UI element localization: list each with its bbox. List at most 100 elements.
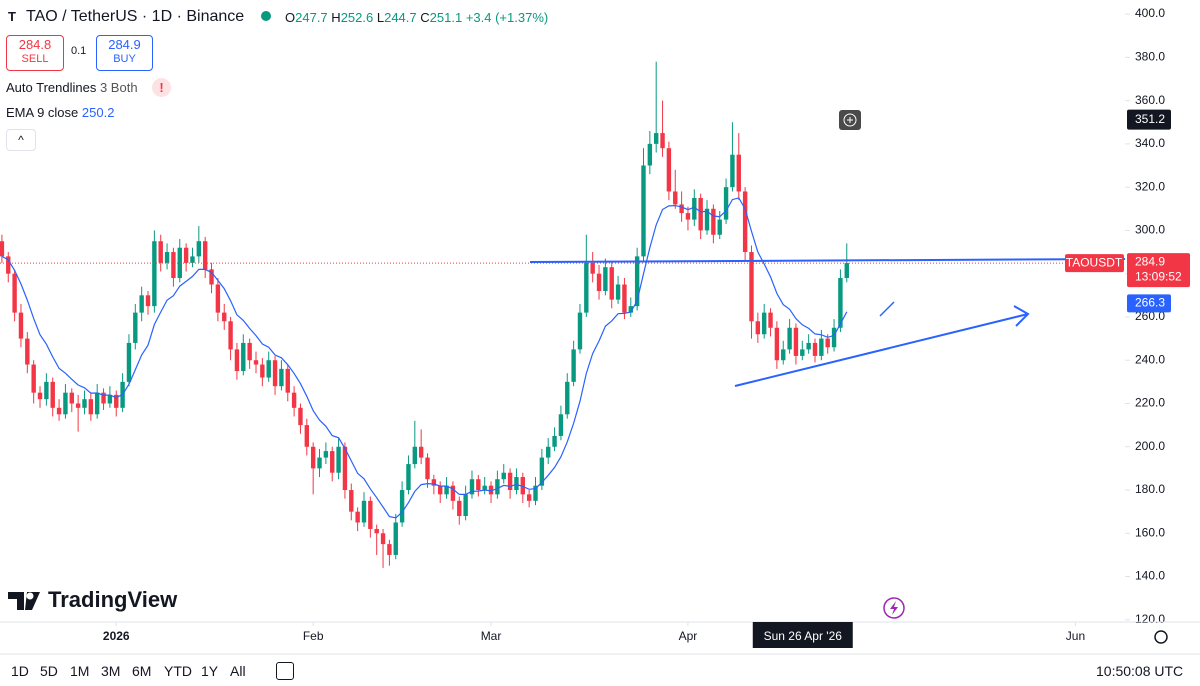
candle-body	[660, 133, 665, 149]
tv-logo	[8, 592, 40, 610]
warning-icon[interactable]: !	[152, 78, 171, 97]
candle-body	[755, 321, 761, 335]
candle-body	[698, 197, 703, 231]
trendlines-indicator: Auto Trendlines 3 Both	[6, 80, 138, 95]
change: +3.4 (+1.37%)	[465, 10, 549, 25]
range-button[interactable]: All	[230, 663, 246, 679]
crosshair-date: Sun 26 Apr '26	[764, 629, 843, 643]
candle-body	[469, 479, 475, 495]
sell-price: 284.8	[18, 37, 52, 52]
candle-body	[723, 187, 729, 220]
candle-body	[75, 403, 81, 408]
candle-body	[482, 485, 487, 491]
event-icon	[883, 597, 905, 619]
candle-body	[831, 327, 837, 348]
candle-body	[539, 457, 545, 486]
event-bolt	[890, 601, 898, 615]
l: 244.7	[384, 10, 417, 25]
add-icon	[843, 113, 857, 127]
candle-body	[361, 500, 367, 523]
ema-line	[1, 197, 848, 519]
candle-body	[330, 451, 335, 473]
symbol-icon: T	[8, 9, 16, 24]
candle-body	[711, 208, 716, 235]
y-tick-label: 300.0	[1135, 223, 1165, 237]
candle-body	[653, 133, 659, 144]
candle-body	[742, 191, 748, 253]
candle-body	[838, 278, 843, 328]
symbol-tag: TAOUSDT	[1066, 255, 1123, 269]
candle-body	[12, 273, 17, 313]
range-button[interactable]: 1D	[11, 663, 29, 679]
c-label: C	[420, 10, 430, 25]
candle-body	[69, 392, 74, 404]
last-price-box	[1127, 253, 1190, 288]
candle-body	[6, 256, 11, 274]
o-label: O	[285, 10, 296, 25]
candle-body	[641, 165, 646, 257]
range-button[interactable]: 5D	[40, 663, 58, 679]
candle-body	[368, 500, 373, 529]
range-button[interactable]: 3M	[101, 663, 121, 679]
y-tick-label: 360.0	[1135, 93, 1165, 107]
range-button[interactable]: 1Y	[201, 663, 219, 679]
calendar-icon[interactable]	[276, 662, 294, 680]
candle-body	[425, 457, 430, 480]
candle-body	[56, 407, 62, 415]
trendlines-params: 3 Both	[99, 80, 138, 95]
candle-body	[171, 252, 176, 279]
candle-body	[444, 485, 449, 495]
collapse-button[interactable]: ^	[6, 129, 36, 151]
y-tick-label: 260.0	[1135, 309, 1165, 323]
candle-body	[526, 494, 532, 501]
y-tick-label: 120.0	[1135, 612, 1165, 626]
candle-body	[241, 342, 246, 372]
crosshair-date-box	[752, 622, 853, 648]
candle-body	[520, 477, 525, 495]
candle-body	[152, 241, 157, 307]
ohlc-legend: O247.7 H252.6 L244.7 C251.1 +3.4 (+1.37%…	[285, 10, 548, 25]
candle-body	[768, 312, 773, 328]
candle-body	[285, 368, 290, 393]
candle-body	[730, 154, 735, 188]
candle-body	[565, 381, 570, 415]
h-label: H	[331, 10, 341, 25]
range-button[interactable]: 1M	[70, 663, 90, 679]
candle-body	[450, 485, 456, 501]
candle-body	[374, 528, 379, 534]
candle-body	[393, 522, 398, 555]
ema-value: 250.2	[81, 105, 115, 120]
candle-body	[158, 241, 163, 263]
settings-icon[interactable]	[1154, 630, 1168, 644]
x-tick-label: Feb	[303, 629, 324, 643]
range-button[interactable]: 6M	[132, 663, 152, 679]
symbol-tag-box	[1065, 254, 1124, 273]
candle-body	[596, 273, 602, 291]
candle-body	[844, 263, 849, 279]
candle-body	[94, 392, 100, 415]
buy-button[interactable]: 284.9 BUY	[96, 35, 153, 71]
candle-body	[571, 349, 576, 382]
candle-body	[247, 342, 252, 361]
sell-button[interactable]: 284.8 SELL	[6, 35, 64, 71]
title: TAO / TetherUS · 1D · Binance	[26, 8, 245, 25]
y-tick-label: 320.0	[1135, 179, 1165, 193]
candle-body	[133, 312, 138, 343]
candle-body	[126, 342, 132, 382]
candle-body	[145, 295, 151, 307]
candle-body	[666, 148, 672, 192]
spread: 0.1	[71, 45, 87, 57]
candle-body	[380, 533, 386, 545]
candle-body	[488, 485, 494, 495]
candle-body	[628, 306, 633, 313]
horizontal-trendline	[529, 258, 1126, 263]
candle-body	[234, 349, 240, 372]
candle-body	[704, 208, 710, 231]
candle-body	[139, 295, 144, 313]
y-tick-label: 180.0	[1135, 482, 1165, 496]
candle-body	[533, 485, 538, 501]
range-button[interactable]: YTD	[164, 663, 192, 679]
candle-body	[749, 252, 754, 322]
candle-body	[546, 446, 551, 458]
